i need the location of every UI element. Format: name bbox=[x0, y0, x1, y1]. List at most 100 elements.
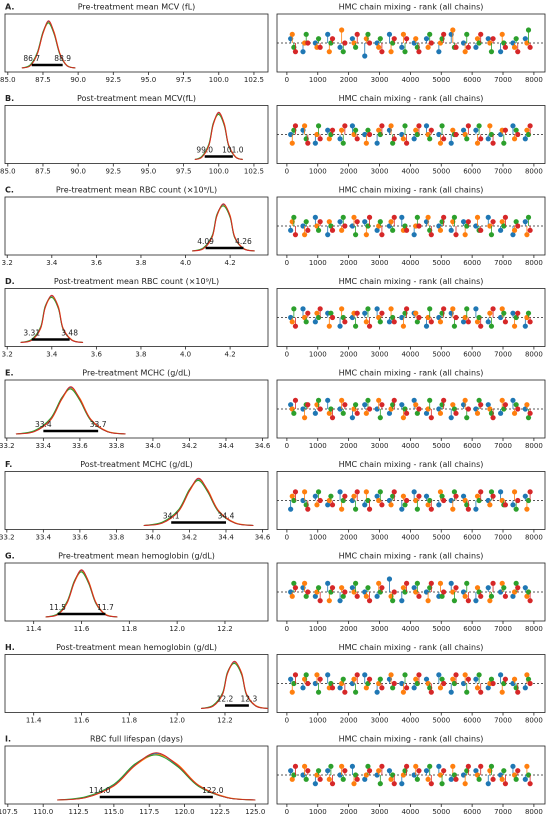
panel-title: Post-treatment MCHC (g/dL) bbox=[80, 460, 192, 469]
rank-dot bbox=[292, 672, 299, 678]
rank-dot bbox=[451, 323, 458, 329]
x-tick-label: 110.0 bbox=[33, 808, 53, 816]
panel-label: B. bbox=[5, 94, 14, 103]
rank-dot bbox=[436, 672, 442, 678]
rank-dot bbox=[354, 136, 360, 142]
rank-dot bbox=[453, 410, 459, 416]
rank-dot bbox=[436, 502, 442, 508]
density-curve bbox=[200, 662, 269, 709]
rank-dot bbox=[411, 585, 417, 591]
x-tick-label: 6000 bbox=[463, 625, 481, 633]
x-tick-label: 8000 bbox=[525, 717, 543, 725]
rank-dot bbox=[522, 36, 528, 42]
rank-dot bbox=[414, 776, 420, 782]
rank-dot bbox=[377, 219, 383, 225]
rank-dot bbox=[465, 123, 471, 129]
x-tick-label: 12.2 bbox=[217, 717, 233, 725]
density-curve bbox=[15, 387, 126, 435]
x-tick-label: 5000 bbox=[432, 351, 450, 359]
rank-dot bbox=[363, 140, 369, 146]
rank-dot bbox=[462, 397, 468, 403]
rank-dot bbox=[326, 598, 332, 604]
x-tick-label: 4.0 bbox=[180, 351, 191, 359]
panel-label: A. bbox=[5, 3, 14, 12]
rank-dot bbox=[464, 689, 470, 695]
x-tick-label: 33.2 bbox=[0, 442, 15, 450]
rank-dot bbox=[425, 502, 431, 508]
rank-dot bbox=[325, 397, 331, 403]
rank-dot bbox=[326, 776, 332, 782]
rank-dot bbox=[337, 685, 343, 691]
rank-dot bbox=[441, 306, 447, 312]
rank-dot bbox=[465, 44, 471, 50]
panel-label: C. bbox=[5, 186, 14, 195]
rank-dot bbox=[325, 127, 331, 133]
rank-dot bbox=[522, 585, 528, 591]
rank-dot bbox=[511, 676, 518, 682]
rank-dot bbox=[423, 676, 430, 682]
rank-dot bbox=[425, 44, 431, 50]
x-tick-label: 5000 bbox=[432, 168, 450, 176]
rank-dot bbox=[376, 397, 382, 403]
rank-dot bbox=[527, 489, 533, 495]
rank-dot bbox=[386, 410, 393, 416]
x-tick-label: 12.0 bbox=[169, 625, 185, 633]
rank-dot bbox=[317, 598, 323, 604]
rank-dot bbox=[428, 319, 434, 325]
rank-dot bbox=[329, 585, 336, 591]
x-tick-label: 7000 bbox=[494, 442, 512, 450]
rank-dot bbox=[510, 502, 516, 508]
rank-dot bbox=[453, 776, 459, 782]
x-tick-label: 34.0 bbox=[145, 442, 161, 450]
rank-dot bbox=[388, 219, 394, 225]
rank-dot bbox=[511, 44, 518, 50]
rank-dot bbox=[362, 402, 368, 408]
rank-dot bbox=[524, 763, 530, 769]
rank-dot bbox=[498, 410, 504, 416]
rank-dot bbox=[488, 763, 495, 769]
rank-dot bbox=[366, 506, 373, 512]
rank-dot bbox=[289, 493, 295, 499]
density-curve bbox=[57, 754, 256, 801]
rank-dot bbox=[414, 319, 420, 325]
rank-dot bbox=[428, 40, 434, 46]
rank-dot bbox=[339, 127, 345, 133]
rank-dot bbox=[428, 232, 434, 238]
rank-dot bbox=[464, 31, 470, 37]
x-tick-label: 122.5 bbox=[210, 808, 230, 816]
rank-dot bbox=[377, 415, 383, 421]
rank-dot bbox=[450, 127, 456, 133]
x-tick-label: 4000 bbox=[401, 442, 419, 450]
x-tick-label: 3000 bbox=[371, 351, 389, 359]
rank-dot bbox=[328, 310, 334, 316]
rank-dot bbox=[525, 676, 532, 682]
rank-dot bbox=[289, 140, 295, 146]
rank-dot bbox=[488, 49, 495, 55]
x-tick-label: 5000 bbox=[432, 442, 450, 450]
x-tick-label: 100.0 bbox=[209, 76, 229, 84]
density-curve bbox=[15, 388, 126, 435]
rank-dot bbox=[302, 489, 308, 495]
rank-dot bbox=[487, 310, 493, 316]
rank-dot bbox=[451, 489, 458, 495]
rank-dot bbox=[292, 397, 299, 403]
rank-dot bbox=[315, 585, 322, 591]
rank-dot bbox=[527, 598, 533, 604]
rank-dot bbox=[499, 219, 505, 225]
rank-dot bbox=[386, 319, 393, 325]
rank-dot bbox=[391, 214, 397, 220]
x-tick-label: 3.4 bbox=[46, 351, 58, 359]
rank-dot bbox=[499, 776, 505, 782]
rank-dot bbox=[388, 123, 394, 129]
rank-dot bbox=[376, 44, 382, 50]
rank-dot bbox=[391, 136, 397, 142]
rank-dot bbox=[502, 593, 509, 599]
rank-dot bbox=[399, 598, 405, 604]
rank-dot bbox=[329, 685, 336, 691]
rank-dot bbox=[342, 40, 348, 46]
rank-dot bbox=[339, 27, 345, 33]
hdi-label: 4.09 bbox=[197, 237, 214, 246]
hdi-label: 101.0 bbox=[222, 146, 244, 155]
rank-dot bbox=[400, 493, 407, 499]
